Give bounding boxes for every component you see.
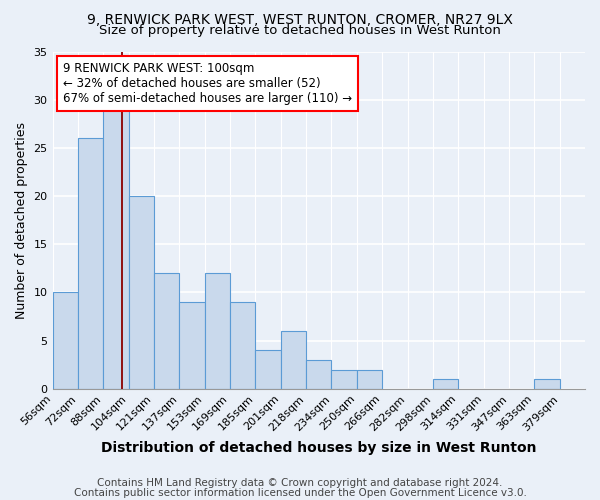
Bar — [357, 370, 382, 389]
Bar — [306, 360, 331, 389]
Bar — [154, 273, 179, 389]
Bar — [256, 350, 281, 389]
Bar — [230, 302, 256, 389]
Bar — [433, 379, 458, 389]
Text: 9, RENWICK PARK WEST, WEST RUNTON, CROMER, NR27 9LX: 9, RENWICK PARK WEST, WEST RUNTON, CROME… — [87, 12, 513, 26]
Y-axis label: Number of detached properties: Number of detached properties — [15, 122, 28, 318]
Text: 9 RENWICK PARK WEST: 100sqm
← 32% of detached houses are smaller (52)
67% of sem: 9 RENWICK PARK WEST: 100sqm ← 32% of det… — [63, 62, 352, 104]
Bar — [103, 110, 128, 389]
Bar — [53, 292, 78, 389]
X-axis label: Distribution of detached houses by size in West Runton: Distribution of detached houses by size … — [101, 441, 536, 455]
Bar — [128, 196, 154, 389]
Text: Contains public sector information licensed under the Open Government Licence v3: Contains public sector information licen… — [74, 488, 526, 498]
Bar — [534, 379, 560, 389]
Bar — [331, 370, 357, 389]
Bar — [78, 138, 103, 389]
Text: Size of property relative to detached houses in West Runton: Size of property relative to detached ho… — [99, 24, 501, 37]
Text: Contains HM Land Registry data © Crown copyright and database right 2024.: Contains HM Land Registry data © Crown c… — [97, 478, 503, 488]
Bar — [179, 302, 205, 389]
Bar — [205, 273, 230, 389]
Bar — [281, 331, 306, 389]
